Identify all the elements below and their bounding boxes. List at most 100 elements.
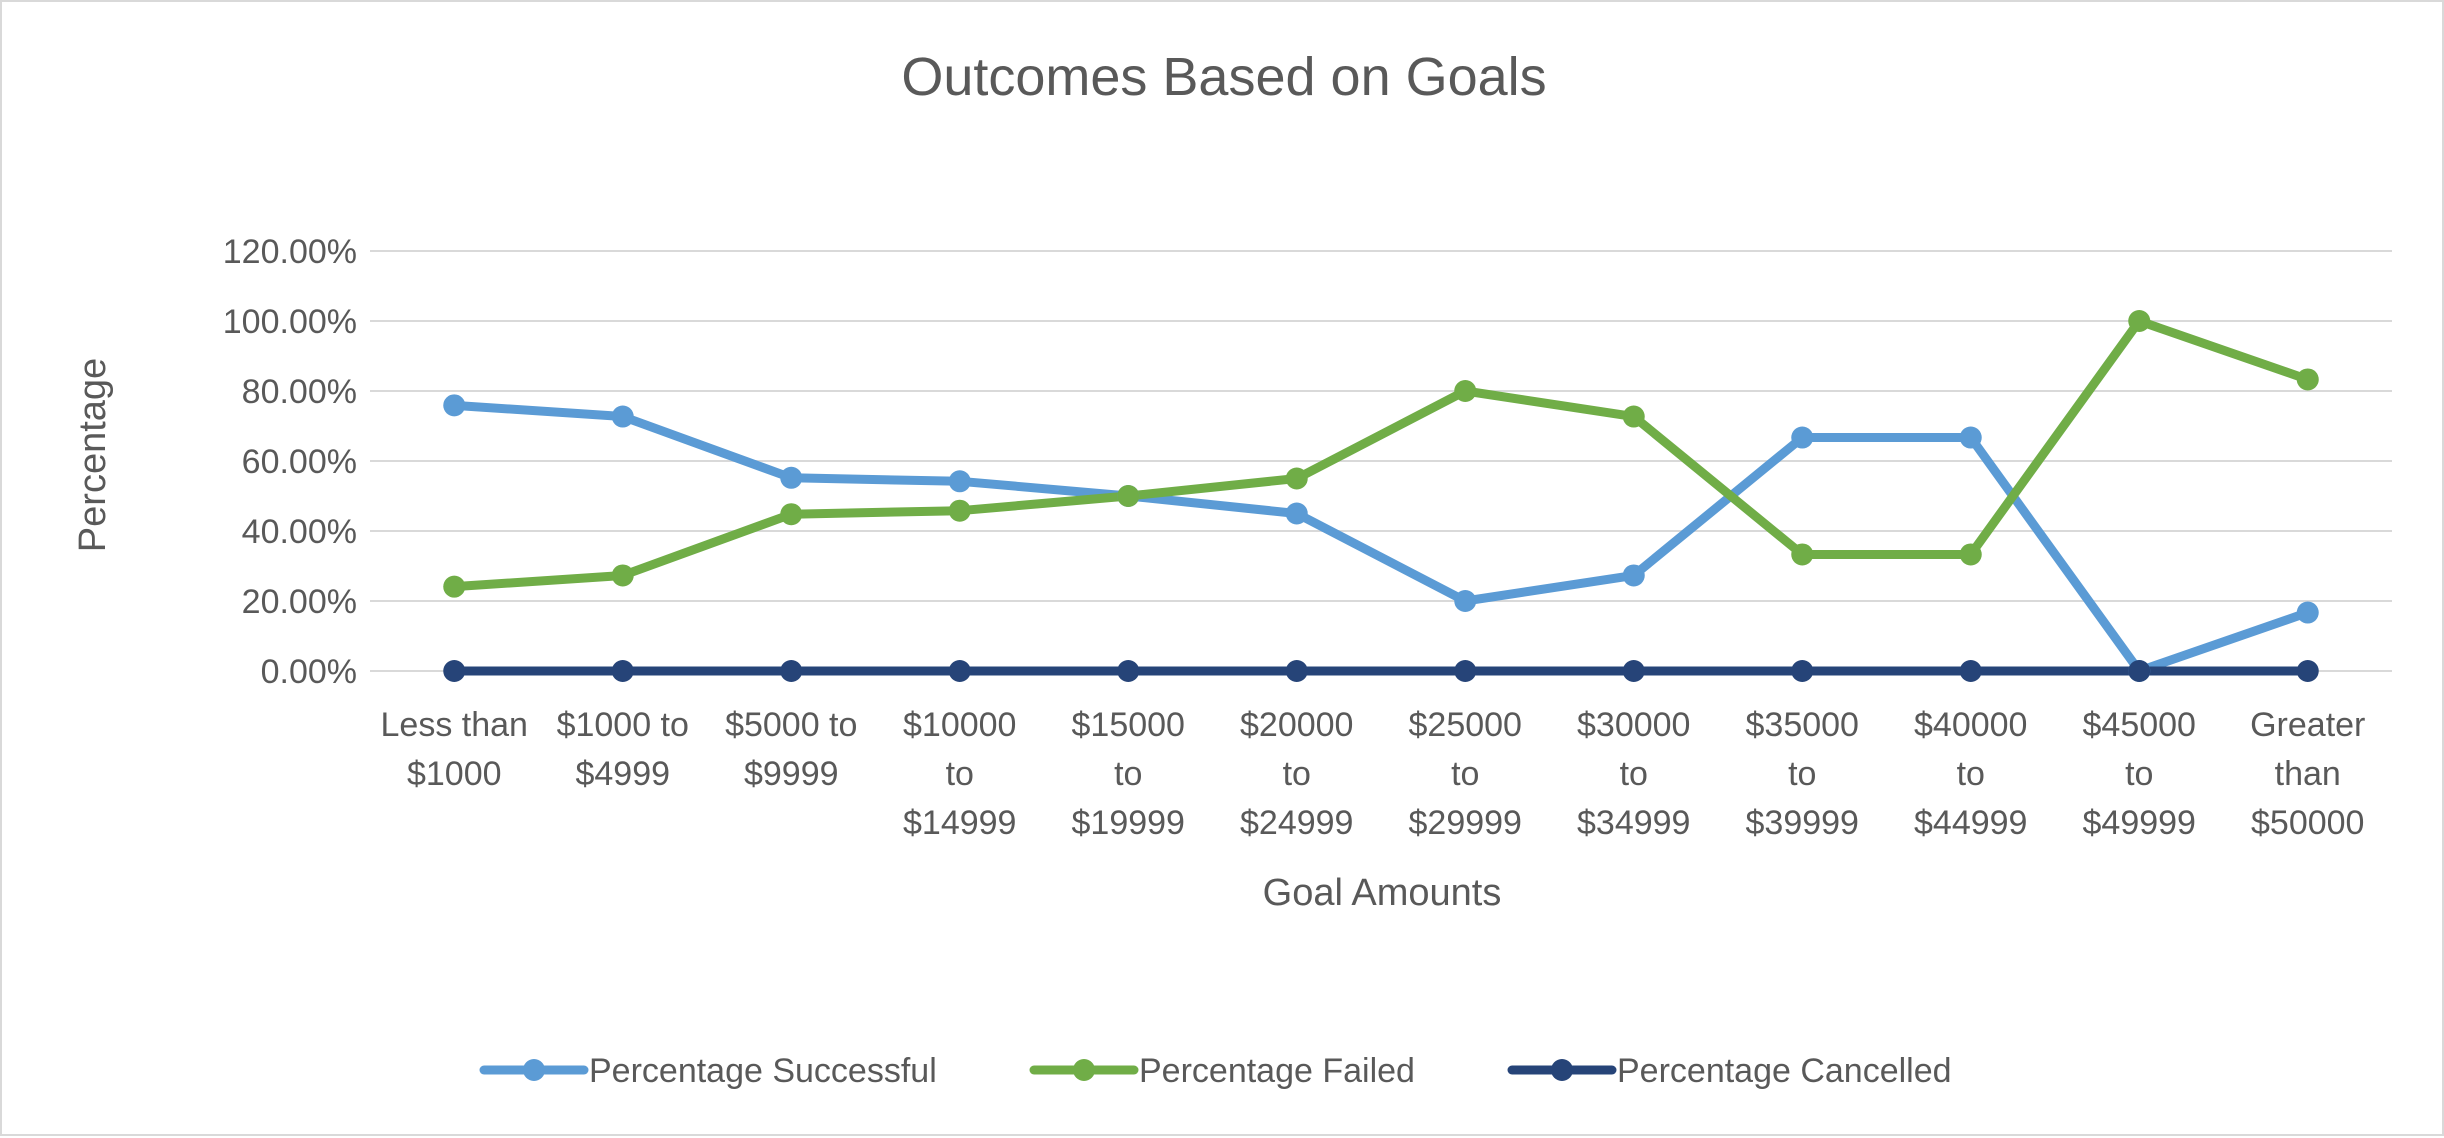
data-point (611, 405, 634, 428)
data-point (948, 499, 971, 522)
y-tick-label: 120.00% (223, 233, 357, 271)
x-tick-label: $5000 to $9999 (725, 706, 857, 793)
series-line (449, 400, 2313, 676)
x-tick-label-line: to (1451, 755, 1479, 793)
data-point (948, 660, 971, 682)
x-tick-label: $1000 to $4999 (557, 706, 689, 793)
x-tick-label: Greater than $50000 (2250, 706, 2365, 842)
data-point (948, 470, 971, 493)
legend-swatch-marker (523, 1059, 545, 1081)
data-point (1959, 426, 1982, 449)
data-point (1791, 660, 1814, 682)
x-tick-label-line: $1000 (407, 755, 502, 793)
x-tick-label: $45000 to $49999 (2083, 706, 2196, 842)
x-tick-label: Less than $1000 (381, 706, 528, 793)
data-point (443, 575, 466, 598)
data-point (1791, 543, 1814, 566)
data-point (1285, 502, 1308, 525)
legend-swatch-marker (1073, 1059, 1095, 1081)
x-tick-label-line: $50000 (2251, 804, 2364, 842)
y-tick-label: 80.00% (242, 373, 357, 411)
data-point (611, 660, 634, 682)
x-tick-label-line: $34999 (1577, 804, 1690, 842)
x-tick-label-line: $40000 (1914, 706, 2027, 744)
data-point (1285, 467, 1308, 490)
legend-item: Percentage Successful (479, 1052, 937, 1090)
x-tick-label-line: $24999 (1240, 804, 1353, 842)
x-tick-label: $30000 to $34999 (1577, 706, 1690, 842)
x-tick-label-line: $25000 (1409, 706, 1522, 744)
x-tick-label: $20000 to $24999 (1240, 706, 1353, 842)
x-tick-label-line: than (2275, 755, 2341, 793)
data-point (780, 466, 803, 489)
series-line (449, 316, 2313, 592)
legend: Percentage Successful Percentage Failed Pe… (479, 1052, 1952, 1090)
gridlines (370, 250, 2392, 672)
data-point (1959, 660, 1982, 682)
x-tick-label-line: Greater (2250, 706, 2365, 744)
legend-label: Percentage Cancelled (1617, 1052, 1952, 1090)
x-tick-label-line: $4999 (575, 755, 670, 793)
y-tick-label: 100.00% (223, 303, 357, 341)
x-tick-label-line: $45000 (2083, 706, 2196, 744)
data-point (2128, 660, 2151, 682)
data-point (1454, 590, 1477, 612)
data-point (780, 503, 803, 526)
data-point (443, 660, 466, 682)
data-point (1622, 660, 1645, 682)
y-axis-title: Percentage (72, 358, 114, 552)
x-tick-label-line: $35000 (1746, 706, 1859, 744)
data-point (1454, 660, 1477, 682)
x-axis-ticks: Less than $1000 $1000 to $4999 $5000 to $9999… (381, 706, 2366, 842)
y-tick-label: 20.00% (242, 583, 357, 621)
x-tick-label-line: $14999 (903, 804, 1016, 842)
x-tick-label: $10000 to $14999 (903, 706, 1016, 842)
x-tick-label-line: $30000 (1577, 706, 1690, 744)
x-tick-label-line: $5000 to (725, 706, 857, 744)
x-tick-label-line: $1000 to (557, 706, 689, 744)
x-tick-label-line: to (1788, 755, 1816, 793)
y-tick-label: 60.00% (242, 443, 357, 481)
x-tick-label-line: $15000 (1072, 706, 1185, 744)
data-point (1454, 380, 1477, 402)
data-point (1622, 564, 1645, 587)
x-tick-label: $25000 to $29999 (1409, 706, 1522, 842)
data-point (1791, 426, 1814, 449)
x-tick-label-line: $9999 (744, 755, 839, 793)
data-point (1622, 405, 1645, 428)
y-tick-label: 0.00% (261, 653, 357, 691)
data-point (1117, 660, 1140, 682)
x-tick-label: $15000 to $19999 (1072, 706, 1185, 842)
x-tick-label-line: to (946, 755, 974, 793)
x-tick-label-line: $10000 (903, 706, 1016, 744)
x-tick-label-line: to (1957, 755, 1985, 793)
x-tick-label-line: $19999 (1072, 804, 1185, 842)
legend-label: Percentage Failed (1139, 1052, 1415, 1090)
data-point (1117, 485, 1140, 507)
x-tick-label-line: to (1620, 755, 1648, 793)
series-points (443, 310, 2319, 682)
x-tick-label-line: $29999 (1409, 804, 1522, 842)
x-tick-label-line: $49999 (2083, 804, 2196, 842)
x-tick-label-line: $39999 (1746, 804, 1859, 842)
series-lines (449, 316, 2313, 676)
data-point (1285, 660, 1308, 682)
y-axis-ticks: 0.00% 20.00% 40.00% 60.00% 80.00% 100.00% 120.… (223, 233, 357, 691)
data-point (780, 660, 803, 682)
data-point (2128, 310, 2151, 332)
x-tick-label-line: to (1114, 755, 1142, 793)
x-tick-label-line: Less than (381, 706, 528, 744)
x-tick-label: $35000 to $39999 (1746, 706, 1859, 842)
legend-label: Percentage Successful (589, 1052, 937, 1090)
legend-item: Percentage Failed (1029, 1052, 1415, 1090)
x-tick-label-line: $20000 (1240, 706, 1353, 744)
x-tick-label-line: to (2125, 755, 2153, 793)
data-point (2296, 368, 2319, 391)
chart-title: Outcomes Based on Goals (901, 47, 1546, 107)
x-tick-label: $40000 to $44999 (1914, 706, 2027, 842)
data-point (2296, 601, 2319, 624)
x-tick-label-line: $44999 (1914, 804, 2027, 842)
data-point (443, 394, 466, 417)
